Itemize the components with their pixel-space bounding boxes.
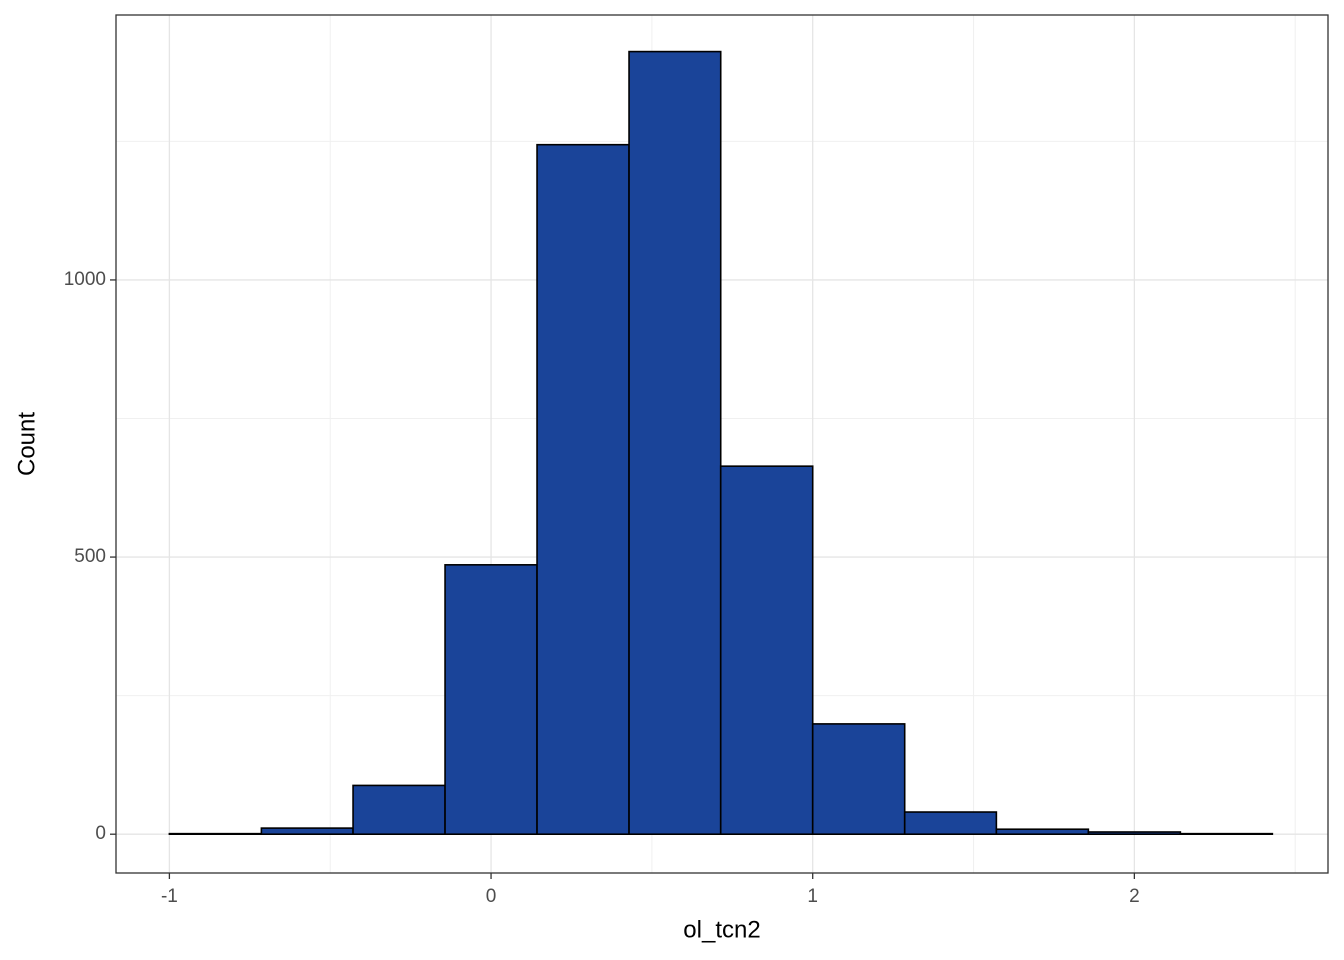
x-tick-label: 1 [807, 886, 818, 907]
bar [903, 811, 998, 836]
bar [811, 723, 906, 836]
x-tick-label: -1 [161, 886, 178, 907]
y-axis-title: Count [13, 412, 40, 476]
x-axis-title: ol_tcn2 [683, 916, 760, 943]
panel-border [115, 14, 1329, 874]
bar [1179, 832, 1274, 836]
x-tick-label: 2 [1129, 886, 1140, 907]
y-tick-label: 500 [74, 546, 106, 567]
bar [352, 784, 446, 836]
bar [260, 827, 354, 836]
bar [1087, 831, 1182, 836]
bar [536, 143, 630, 836]
bar [628, 50, 722, 836]
bar [995, 828, 1090, 836]
bar [444, 564, 538, 836]
x-tick-label: 0 [486, 886, 497, 907]
bar [168, 832, 263, 836]
bar [719, 465, 814, 836]
y-tick-label: 0 [95, 823, 106, 844]
y-tick-label: 1000 [64, 269, 106, 290]
